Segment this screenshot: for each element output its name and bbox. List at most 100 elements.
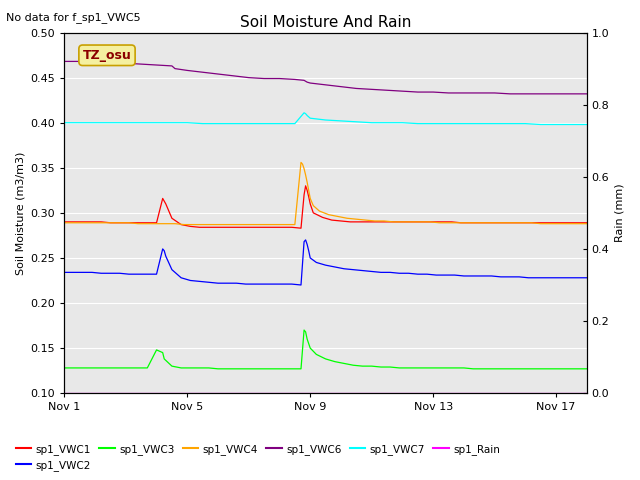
sp1_VWC6 (322, 82, 330, 88)
sp1_VWC7 (291, 121, 299, 127)
sp1_VWC7 (61, 120, 68, 126)
sp1_VWC6 (107, 60, 115, 65)
sp1_VWC2 (302, 237, 310, 243)
sp1_VWC1 (302, 183, 310, 189)
sp1_VWC2 (571, 275, 579, 281)
Y-axis label: Rain (mm): Rain (mm) (615, 183, 625, 242)
sp1_VWC7 (414, 121, 422, 127)
sp1_VWC3 (205, 365, 212, 371)
sp1_VWC4 (297, 159, 305, 165)
sp1_VWC7 (368, 120, 376, 126)
sp1_VWC6 (491, 90, 499, 96)
sp1_VWC7 (537, 121, 545, 127)
sp1_VWC7 (168, 120, 176, 126)
sp1_VWC7 (230, 121, 237, 127)
sp1_VWC7 (107, 120, 115, 126)
sp1_VWC4 (343, 216, 351, 221)
sp1_VWC6 (460, 90, 468, 96)
sp1_VWC3 (214, 366, 222, 372)
sp1_VWC7 (583, 121, 591, 127)
sp1_VWC6 (184, 68, 191, 73)
sp1_VWC6 (168, 63, 176, 69)
sp1_VWC3 (232, 366, 240, 372)
sp1_VWC3 (433, 365, 440, 371)
Line: sp1_VWC7: sp1_VWC7 (65, 113, 587, 124)
sp1_VWC6 (122, 60, 130, 66)
sp1_VWC7 (383, 120, 391, 126)
sp1_VWC4 (134, 221, 142, 227)
sp1_VWC7 (92, 120, 99, 126)
sp1_VWC3 (300, 327, 308, 333)
sp1_VWC7 (303, 113, 311, 119)
sp1_VWC1 (297, 225, 305, 231)
sp1_VWC6 (300, 77, 308, 83)
sp1_VWC7 (491, 121, 499, 127)
sp1_VWC3 (307, 345, 314, 351)
sp1_VWC1 (177, 222, 185, 228)
sp1_VWC6 (506, 91, 514, 97)
sp1_VWC4 (389, 219, 397, 225)
sp1_VWC7 (353, 119, 360, 125)
sp1_VWC6 (303, 79, 311, 85)
sp1_VWC1 (214, 225, 222, 230)
sp1_VWC7 (245, 121, 253, 127)
sp1_VWC2 (61, 269, 68, 275)
Text: TZ_osu: TZ_osu (83, 49, 131, 62)
sp1_VWC6 (76, 59, 84, 64)
sp1_VWC6 (291, 76, 299, 82)
sp1_VWC6 (276, 76, 284, 82)
sp1_VWC6 (568, 91, 575, 97)
sp1_VWC2 (525, 275, 532, 281)
sp1_VWC7 (138, 120, 145, 126)
sp1_VWC7 (76, 120, 84, 126)
sp1_VWC4 (583, 221, 591, 227)
Line: sp1_VWC6: sp1_VWC6 (65, 61, 587, 94)
sp1_VWC1 (61, 219, 68, 225)
sp1_VWC6 (445, 90, 452, 96)
sp1_VWC7 (522, 121, 529, 127)
Line: sp1_VWC4: sp1_VWC4 (65, 162, 587, 225)
sp1_VWC7 (322, 117, 330, 123)
sp1_VWC7 (260, 121, 268, 127)
sp1_VWC7 (300, 110, 308, 116)
sp1_VWC6 (92, 60, 99, 65)
sp1_VWC2 (288, 281, 296, 287)
sp1_VWC6 (368, 86, 376, 92)
X-axis label: Time: Time (584, 413, 611, 423)
sp1_VWC6 (171, 66, 179, 72)
sp1_VWC6 (245, 75, 253, 81)
sp1_VWC2 (177, 275, 185, 281)
Legend: sp1_VWC1, sp1_VWC2, sp1_VWC3, sp1_VWC4, sp1_VWC6, sp1_VWC7, sp1_Rain: sp1_VWC1, sp1_VWC2, sp1_VWC3, sp1_VWC4, … (12, 439, 504, 475)
sp1_VWC3 (580, 366, 588, 372)
sp1_VWC7 (122, 120, 130, 126)
sp1_VWC3 (583, 366, 591, 372)
sp1_VWC6 (537, 91, 545, 97)
sp1_VWC6 (522, 91, 529, 97)
sp1_VWC7 (199, 121, 207, 127)
sp1_VWC6 (353, 85, 360, 91)
sp1_VWC6 (383, 87, 391, 93)
sp1_VWC7 (184, 120, 191, 126)
sp1_VWC6 (260, 76, 268, 82)
sp1_VWC1 (568, 220, 575, 226)
sp1_VWC7 (445, 121, 452, 127)
sp1_VWC6 (429, 89, 437, 95)
sp1_VWC1 (522, 220, 529, 226)
sp1_VWC4 (399, 219, 406, 225)
sp1_VWC7 (337, 118, 345, 124)
sp1_VWC2 (583, 275, 591, 281)
sp1_VWC6 (214, 71, 222, 77)
sp1_VWC7 (307, 115, 314, 121)
sp1_VWC2 (297, 282, 305, 288)
sp1_VWC7 (153, 120, 161, 126)
sp1_VWC6 (552, 91, 560, 97)
sp1_VWC7 (460, 121, 468, 127)
sp1_VWC6 (61, 59, 68, 64)
Line: sp1_VWC2: sp1_VWC2 (65, 240, 587, 285)
sp1_VWC6 (337, 84, 345, 90)
sp1_VWC4 (180, 222, 188, 228)
sp1_VWC4 (61, 220, 68, 226)
sp1_VWC7 (429, 121, 437, 127)
sp1_VWC7 (568, 121, 575, 127)
sp1_VWC2 (322, 262, 330, 268)
